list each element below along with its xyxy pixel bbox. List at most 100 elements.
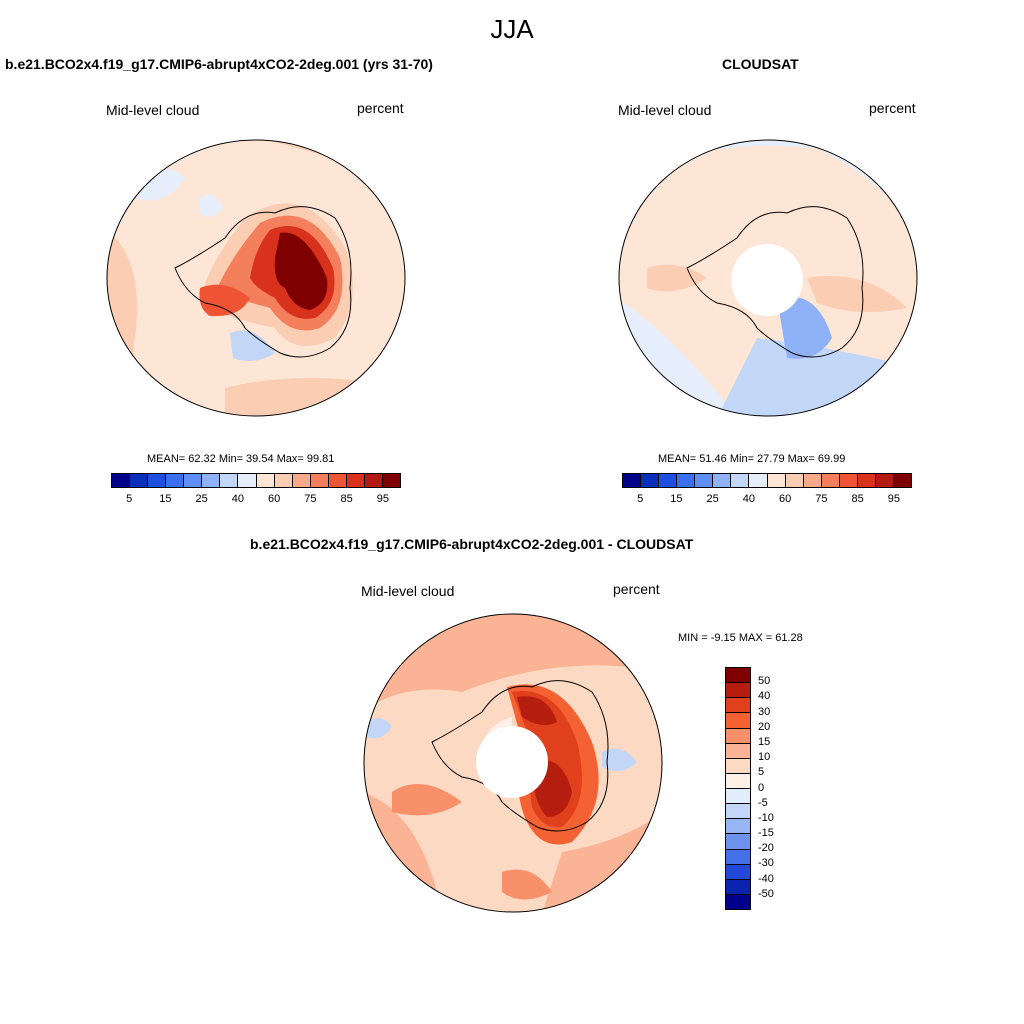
colorbar-swatch	[726, 728, 750, 744]
colorbar-swatch	[726, 743, 750, 759]
colorbar-swatch	[713, 474, 732, 487]
colorbar-swatch	[726, 683, 750, 699]
colorbar-tick-label: 40	[231, 493, 244, 505]
panel3-variable: Mid-level cloud	[361, 583, 455, 599]
colorbar-tick-label: 15	[670, 493, 683, 505]
colorbar-tick-label: 85	[340, 493, 353, 505]
colorbar-swatch	[112, 474, 131, 487]
colorbar-swatch	[726, 668, 750, 684]
colorbar-swatch	[875, 474, 894, 487]
colorbar-tick-label: -20	[758, 842, 774, 855]
figure-title: JJA	[490, 14, 534, 44]
colorbar-swatch	[659, 474, 678, 487]
colorbar-swatch	[130, 474, 149, 487]
panel1-units: percent	[357, 100, 404, 116]
colorbar-tick-label: 85	[851, 493, 864, 505]
panel3-title: b.e21.BCO2x4.f19_g17.CMIP6-abrupt4xCO2-2…	[250, 536, 694, 552]
colorbar-swatch	[726, 864, 750, 880]
panel3-colorbar-ticks: 50 40 30 20 15 10 5 0 -5 -10 -15 -20 -30 -40 -50	[758, 667, 798, 910]
colorbar-tick-label: 60	[779, 493, 792, 505]
colorbar-swatch	[726, 804, 750, 820]
colorbar-swatch	[726, 849, 750, 865]
colorbar-swatch	[726, 698, 750, 714]
colorbar-swatch	[726, 819, 750, 835]
colorbar-tick-label: 5	[637, 493, 644, 505]
colorbar-swatch	[677, 474, 696, 487]
panel1-colorbar-ticks: 5 15 25 40 60 75 85 95	[111, 493, 401, 507]
colorbar-swatch	[731, 474, 750, 487]
colorbar-swatch	[310, 474, 329, 487]
panel1-polar-map	[106, 139, 406, 417]
colorbar-swatch	[256, 474, 275, 487]
colorbar-tick-label: 40	[758, 690, 771, 703]
colorbar-swatch	[726, 879, 750, 895]
panel2-units: percent	[869, 100, 916, 116]
panel2-stats: MEAN= 51.46 Min= 27.79 Max= 69.99	[658, 453, 846, 465]
colorbar-swatch	[726, 894, 750, 909]
colorbar-tick-label: 50	[758, 675, 771, 688]
colorbar-swatch	[785, 474, 804, 487]
colorbar-swatch	[821, 474, 840, 487]
colorbar-tick-label: 75	[815, 493, 828, 505]
colorbar-tick-label: 15	[159, 493, 172, 505]
colorbar-swatch	[364, 474, 383, 487]
colorbar-swatch	[328, 474, 347, 487]
colorbar-tick-label: -15	[758, 827, 774, 840]
colorbar-swatch	[803, 474, 822, 487]
colorbar-swatch	[220, 474, 239, 487]
panel3-stats: MIN = -9.15 MAX = 61.28	[678, 632, 803, 644]
colorbar-swatch	[695, 474, 714, 487]
colorbar-swatch	[726, 758, 750, 774]
panel2-colorbar	[622, 473, 912, 488]
colorbar-swatch	[726, 789, 750, 805]
colorbar-tick-label: -10	[758, 811, 774, 824]
colorbar-swatch	[202, 474, 221, 487]
colorbar-tick-label: 60	[268, 493, 281, 505]
colorbar-swatch	[623, 474, 642, 487]
colorbar-tick-label: 5	[758, 766, 765, 779]
colorbar-tick-label: 75	[304, 493, 317, 505]
panel3-polar-map	[363, 613, 663, 913]
colorbar-tick-label: -30	[758, 857, 774, 870]
colorbar-tick-label: 30	[758, 705, 771, 718]
panel2-polar-map	[618, 139, 918, 417]
colorbar-swatch	[148, 474, 167, 487]
colorbar-tick-label: 20	[758, 720, 771, 733]
colorbar-tick-label: 95	[887, 493, 900, 505]
colorbar-swatch	[749, 474, 768, 487]
colorbar-tick-label: -50	[758, 887, 774, 900]
panel2-title: CLOUDSAT	[722, 56, 799, 72]
panel1-colorbar	[111, 473, 401, 488]
colorbar-swatch	[767, 474, 786, 487]
panel1-stats: MEAN= 62.32 Min= 39.54 Max= 99.81	[147, 453, 335, 465]
colorbar-tick-label: -5	[758, 796, 768, 809]
colorbar-tick-label: 15	[758, 735, 771, 748]
colorbar-swatch	[166, 474, 185, 487]
colorbar-swatch	[184, 474, 203, 487]
colorbar-swatch	[893, 474, 911, 487]
colorbar-swatch	[839, 474, 858, 487]
panel2-colorbar-ticks: 5 15 25 40 60 75 85 95	[622, 493, 912, 507]
colorbar-swatch	[292, 474, 311, 487]
colorbar-tick-label: 0	[758, 781, 765, 794]
panel2-variable: Mid-level cloud	[618, 102, 712, 118]
colorbar-swatch	[726, 713, 750, 729]
colorbar-swatch	[274, 474, 293, 487]
colorbar-tick-label: 5	[126, 493, 133, 505]
panel1-title: b.e21.BCO2x4.f19_g17.CMIP6-abrupt4xCO2-2…	[5, 56, 433, 72]
colorbar-swatch	[382, 474, 400, 487]
colorbar-swatch	[726, 773, 750, 789]
colorbar-swatch	[346, 474, 365, 487]
colorbar-swatch	[641, 474, 660, 487]
colorbar-tick-label: 40	[742, 493, 755, 505]
colorbar-tick-label: 25	[706, 493, 719, 505]
colorbar-tick-label: 10	[758, 751, 771, 764]
colorbar-tick-label: 95	[376, 493, 389, 505]
panel1-variable: Mid-level cloud	[106, 102, 200, 118]
panel3-colorbar	[725, 667, 751, 910]
panel3-units: percent	[613, 581, 660, 597]
colorbar-swatch	[238, 474, 257, 487]
colorbar-tick-label: -40	[758, 872, 774, 885]
colorbar-swatch	[726, 834, 750, 850]
colorbar-tick-label: 25	[195, 493, 208, 505]
